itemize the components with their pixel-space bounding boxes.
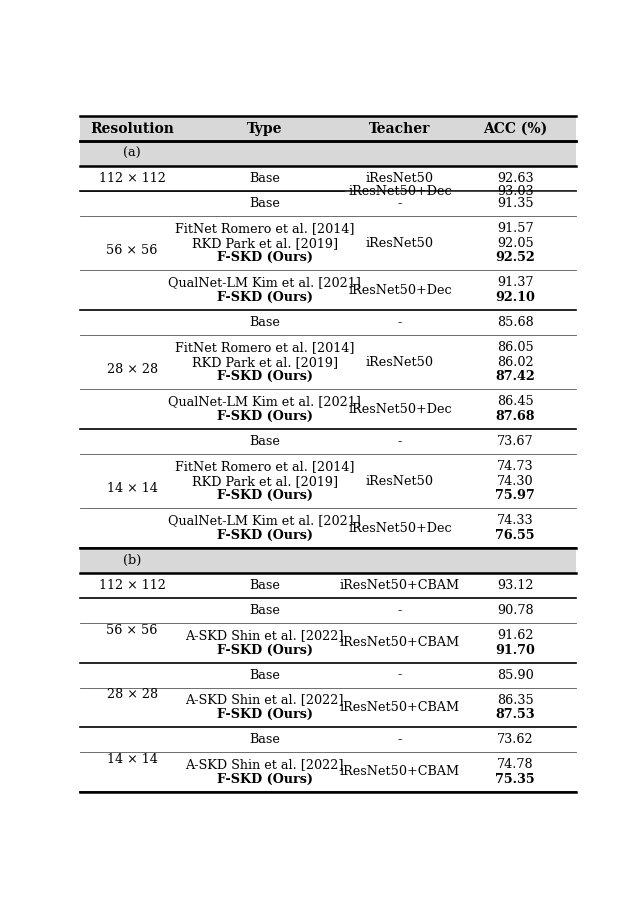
Text: -: - [398, 435, 402, 448]
Text: iResNet50+CBAM: iResNet50+CBAM [340, 765, 460, 779]
Text: 90.78: 90.78 [497, 604, 534, 617]
Text: 92.05: 92.05 [497, 236, 534, 250]
Text: 76.55: 76.55 [495, 529, 535, 542]
Text: FitNet Romero et al. [2014]: FitNet Romero et al. [2014] [175, 341, 355, 354]
Text: 74.78: 74.78 [497, 758, 534, 771]
Text: F-SKD (Ours): F-SKD (Ours) [217, 370, 313, 383]
Text: 74.73: 74.73 [497, 460, 534, 473]
Text: 74.33: 74.33 [497, 514, 534, 528]
Text: 73.67: 73.67 [497, 435, 534, 448]
Text: -: - [398, 734, 402, 746]
Text: 86.02: 86.02 [497, 356, 534, 369]
Text: 56 × 56: 56 × 56 [106, 244, 158, 257]
Text: RKD Park et al. [2019]: RKD Park et al. [2019] [192, 356, 338, 369]
Text: -: - [398, 197, 402, 210]
Text: 75.97: 75.97 [495, 489, 535, 503]
Text: 112 × 112: 112 × 112 [99, 579, 166, 592]
Text: 91.57: 91.57 [497, 222, 534, 235]
Text: iResNet50+CBAM: iResNet50+CBAM [340, 636, 460, 649]
Text: QualNet-LM Kim et al. [2021]: QualNet-LM Kim et al. [2021] [168, 396, 361, 408]
Text: Base: Base [250, 197, 280, 210]
Text: A-SKD Shin et al. [2022]: A-SKD Shin et al. [2022] [186, 758, 344, 771]
Bar [80, 548, 576, 573]
Text: RKD Park et al. [2019]: RKD Park et al. [2019] [192, 475, 338, 487]
Text: A-SKD Shin et al. [2022]: A-SKD Shin et al. [2022] [186, 693, 344, 707]
Text: iResNet50+CBAM: iResNet50+CBAM [340, 701, 460, 714]
Text: -: - [398, 316, 402, 329]
Text: QualNet-LM Kim et al. [2021]: QualNet-LM Kim et al. [2021] [168, 276, 361, 289]
Text: F-SKD (Ours): F-SKD (Ours) [217, 410, 313, 423]
Text: Type: Type [247, 121, 282, 136]
Text: Base: Base [250, 669, 280, 681]
Text: 93.12: 93.12 [497, 579, 534, 592]
Text: ACC (%): ACC (%) [483, 121, 547, 136]
Text: iResNet50: iResNet50 [366, 236, 434, 250]
Text: F-SKD (Ours): F-SKD (Ours) [217, 708, 313, 721]
Text: Resolution: Resolution [90, 121, 174, 136]
Text: (b): (b) [123, 554, 141, 567]
Text: 86.35: 86.35 [497, 693, 534, 707]
Text: iResNet50: iResNet50 [366, 172, 434, 185]
Text: -: - [398, 604, 402, 617]
Text: Base: Base [250, 316, 280, 329]
Text: 56 × 56: 56 × 56 [106, 624, 158, 636]
Text: 91.70: 91.70 [495, 644, 535, 656]
Text: 91.37: 91.37 [497, 276, 534, 289]
Text: F-SKD (Ours): F-SKD (Ours) [217, 644, 313, 656]
Text: (a): (a) [124, 147, 141, 160]
Text: 14 × 14: 14 × 14 [107, 753, 157, 766]
Text: 28 × 28: 28 × 28 [106, 689, 157, 701]
Text: Base: Base [250, 579, 280, 592]
Text: FitNet Romero et al. [2014]: FitNet Romero et al. [2014] [175, 222, 355, 235]
Text: 86.05: 86.05 [497, 341, 534, 354]
Text: F-SKD (Ours): F-SKD (Ours) [217, 291, 313, 304]
Text: Base: Base [250, 734, 280, 746]
Text: 92.63: 92.63 [497, 172, 534, 185]
Text: iResNet50+Dec: iResNet50+Dec [348, 403, 452, 415]
Text: Base: Base [250, 435, 280, 448]
Text: 93.03: 93.03 [497, 184, 534, 198]
Text: 73.62: 73.62 [497, 734, 534, 746]
Text: F-SKD (Ours): F-SKD (Ours) [217, 252, 313, 264]
Text: 87.68: 87.68 [495, 410, 535, 423]
Text: Base: Base [250, 172, 280, 185]
Text: 87.42: 87.42 [495, 370, 535, 383]
Text: 87.53: 87.53 [495, 708, 535, 721]
Text: Base: Base [250, 604, 280, 617]
Text: 91.35: 91.35 [497, 197, 534, 210]
Text: iResNet50: iResNet50 [366, 475, 434, 487]
Text: -: - [398, 669, 402, 681]
Text: RKD Park et al. [2019]: RKD Park et al. [2019] [192, 236, 338, 250]
Text: iResNet50: iResNet50 [366, 356, 434, 369]
Text: 91.62: 91.62 [497, 629, 534, 642]
Text: 14 × 14: 14 × 14 [107, 482, 157, 495]
Text: F-SKD (Ours): F-SKD (Ours) [217, 489, 313, 503]
Text: 74.30: 74.30 [497, 475, 534, 487]
Text: FitNet Romero et al. [2014]: FitNet Romero et al. [2014] [175, 460, 355, 473]
Text: 86.45: 86.45 [497, 396, 534, 408]
Text: iResNet50+Dec: iResNet50+Dec [348, 521, 452, 535]
Text: QualNet-LM Kim et al. [2021]: QualNet-LM Kim et al. [2021] [168, 514, 361, 528]
Text: iResNet50+CBAM: iResNet50+CBAM [340, 579, 460, 592]
Text: 28 × 28: 28 × 28 [106, 363, 157, 376]
Text: 85.90: 85.90 [497, 669, 534, 681]
Text: 85.68: 85.68 [497, 316, 534, 329]
Bar [80, 116, 576, 141]
Text: 75.35: 75.35 [495, 773, 535, 786]
Text: 92.10: 92.10 [495, 291, 535, 304]
Text: A-SKD Shin et al. [2022]: A-SKD Shin et al. [2022] [186, 629, 344, 642]
Text: F-SKD (Ours): F-SKD (Ours) [217, 773, 313, 786]
Text: Teacher: Teacher [369, 121, 431, 136]
Text: 92.52: 92.52 [495, 252, 535, 264]
Text: F-SKD (Ours): F-SKD (Ours) [217, 529, 313, 542]
Text: iResNet50+Dec: iResNet50+Dec [348, 184, 452, 198]
Text: iResNet50+Dec: iResNet50+Dec [348, 284, 452, 297]
Text: 112 × 112: 112 × 112 [99, 172, 166, 185]
Bar [80, 141, 576, 166]
